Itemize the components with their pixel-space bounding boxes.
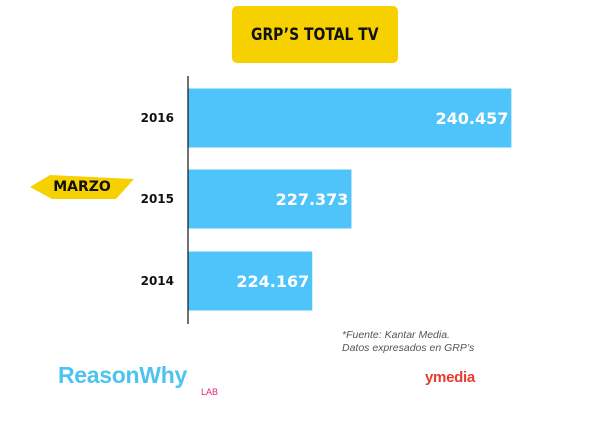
marker-shape <box>30 175 134 199</box>
category-label-2015: 2015 <box>141 192 174 206</box>
category-label-2014: 2014 <box>141 274 174 288</box>
bar-2014 <box>188 251 313 311</box>
category-label-2016: 2016 <box>141 111 174 125</box>
lab-logo-text: LAB <box>201 387 219 397</box>
month-marker: MARZO <box>30 175 134 199</box>
bar-2015 <box>188 169 352 229</box>
ymedia-logo: ymedia <box>425 369 475 386</box>
bar-2016 <box>188 88 512 148</box>
source-line-2: Datos expresados en GRP’s <box>342 342 475 354</box>
value-label-2015: 227.373 <box>276 190 349 209</box>
chart-title-box: GRP’S TOTAL TV <box>232 6 398 63</box>
value-label-2014: 224.167 <box>236 272 309 291</box>
chart-title: GRP’S TOTAL TV <box>251 24 379 45</box>
marker-label: MARZO <box>53 179 111 195</box>
value-label-2016: 240.457 <box>435 109 508 128</box>
source-note: *Fuente: Kantar Media. Datos expresados … <box>342 329 474 355</box>
source-line-1: *Fuente: Kantar Media. <box>342 329 450 341</box>
reasonwhy-logo: ReasonWhy <box>58 362 187 388</box>
